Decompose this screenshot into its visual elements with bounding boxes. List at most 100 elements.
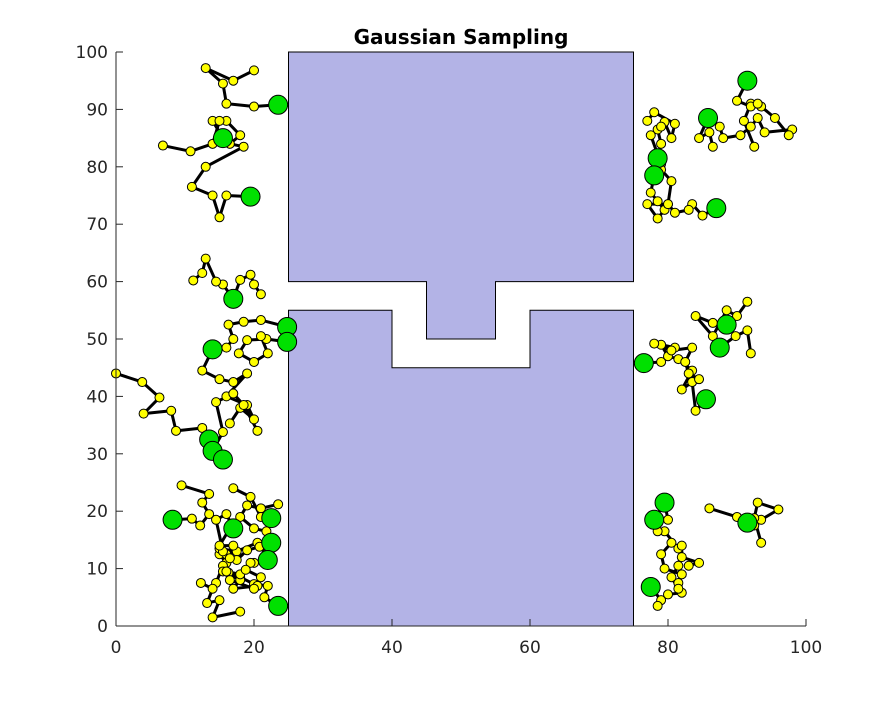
sample-point xyxy=(235,606,246,617)
sample-point xyxy=(245,491,256,502)
sample-point xyxy=(704,127,715,138)
x-tick-label: 60 xyxy=(519,638,541,658)
sample-point xyxy=(666,537,677,548)
start-point xyxy=(212,128,233,149)
sample-point xyxy=(224,575,235,586)
sample-point xyxy=(176,480,187,491)
sample-point xyxy=(221,98,232,109)
sample-point xyxy=(663,199,673,210)
sample-point xyxy=(642,115,653,126)
sample-point xyxy=(769,113,780,124)
sample-point xyxy=(235,274,246,285)
sample-point xyxy=(221,342,232,353)
sample-point xyxy=(663,589,673,600)
chart-title: Gaussian Sampling xyxy=(354,25,569,49)
chain-edge xyxy=(204,66,279,109)
sample-point xyxy=(138,408,149,419)
sample-point xyxy=(714,121,725,132)
sample-point xyxy=(249,356,259,367)
sample-point xyxy=(680,356,691,367)
sample-point xyxy=(228,75,239,86)
sample-point xyxy=(645,187,656,198)
sample-point xyxy=(245,269,256,280)
sample-point xyxy=(200,63,211,74)
sample-point xyxy=(207,190,218,201)
sample-point xyxy=(207,583,218,594)
sample-point xyxy=(676,569,687,580)
sample-point xyxy=(742,296,753,307)
sample-point xyxy=(224,553,235,564)
x-tick-label: 40 xyxy=(381,638,403,658)
sample-point xyxy=(197,365,208,376)
sample-point xyxy=(262,580,273,591)
y-tick-labels: 0 10 20 30 40 50 60 70 80 90 100 xyxy=(76,43,123,637)
sample-point xyxy=(749,141,760,152)
sample-point xyxy=(652,600,663,611)
sample-point xyxy=(188,275,199,286)
sample-point xyxy=(224,418,235,429)
start-point xyxy=(268,595,289,616)
sample-point xyxy=(783,130,794,141)
start-point xyxy=(640,576,661,597)
sample-point xyxy=(756,537,767,548)
sample-point xyxy=(207,612,218,623)
y-tick-label: 30 xyxy=(86,445,108,465)
sample-point xyxy=(235,130,246,141)
sample-point xyxy=(707,141,718,152)
sample-point xyxy=(262,348,273,359)
start-point xyxy=(202,339,223,360)
sample-point xyxy=(745,121,756,132)
sample-point xyxy=(221,190,232,201)
sample-point xyxy=(732,311,742,322)
chain-edge xyxy=(115,372,211,441)
start-point xyxy=(268,94,289,115)
sample-point xyxy=(186,513,197,524)
x-tick-labels: 0 20 40 60 80 100 xyxy=(111,619,822,658)
sample-point xyxy=(656,549,667,560)
sample-point xyxy=(242,500,253,511)
sample-point xyxy=(211,514,222,525)
sample-point xyxy=(200,161,211,172)
sample-point xyxy=(683,560,694,571)
sample-point xyxy=(690,405,701,416)
sample-point xyxy=(666,572,677,583)
sample-point xyxy=(154,392,165,403)
sample-point xyxy=(214,595,225,606)
sample-point xyxy=(228,377,239,388)
sample-point xyxy=(683,204,694,215)
x-tick-label: 0 xyxy=(111,638,122,658)
sample-point xyxy=(228,334,239,344)
sample-point xyxy=(694,374,705,385)
start-point xyxy=(737,512,758,533)
sample-point xyxy=(656,356,667,367)
sample-point xyxy=(240,564,251,575)
sample-point xyxy=(645,130,656,141)
y-tick-label: 50 xyxy=(86,330,108,350)
sample-point xyxy=(238,141,249,152)
start-point xyxy=(737,70,758,91)
sample-point xyxy=(233,348,244,359)
sample-point xyxy=(255,331,266,342)
sample-point xyxy=(752,98,763,109)
sample-chains-layer xyxy=(111,63,798,623)
sample-point xyxy=(171,425,182,436)
start-point xyxy=(644,165,665,186)
sample-point xyxy=(249,279,259,290)
sample-point xyxy=(249,414,259,425)
sample-point xyxy=(242,335,253,346)
start-point xyxy=(709,337,730,358)
start-point xyxy=(223,518,244,539)
sample-point xyxy=(217,78,228,89)
sample-point xyxy=(690,311,701,322)
start-point xyxy=(257,549,278,570)
sample-point xyxy=(676,540,687,551)
sample-point xyxy=(195,577,206,588)
sample-point xyxy=(697,210,708,221)
sample-point xyxy=(663,514,673,525)
sample-point xyxy=(666,345,677,356)
sample-point xyxy=(249,101,259,112)
sample-point xyxy=(669,207,680,218)
sample-point xyxy=(202,598,213,609)
start-point xyxy=(695,389,716,410)
sample-point xyxy=(738,115,749,126)
